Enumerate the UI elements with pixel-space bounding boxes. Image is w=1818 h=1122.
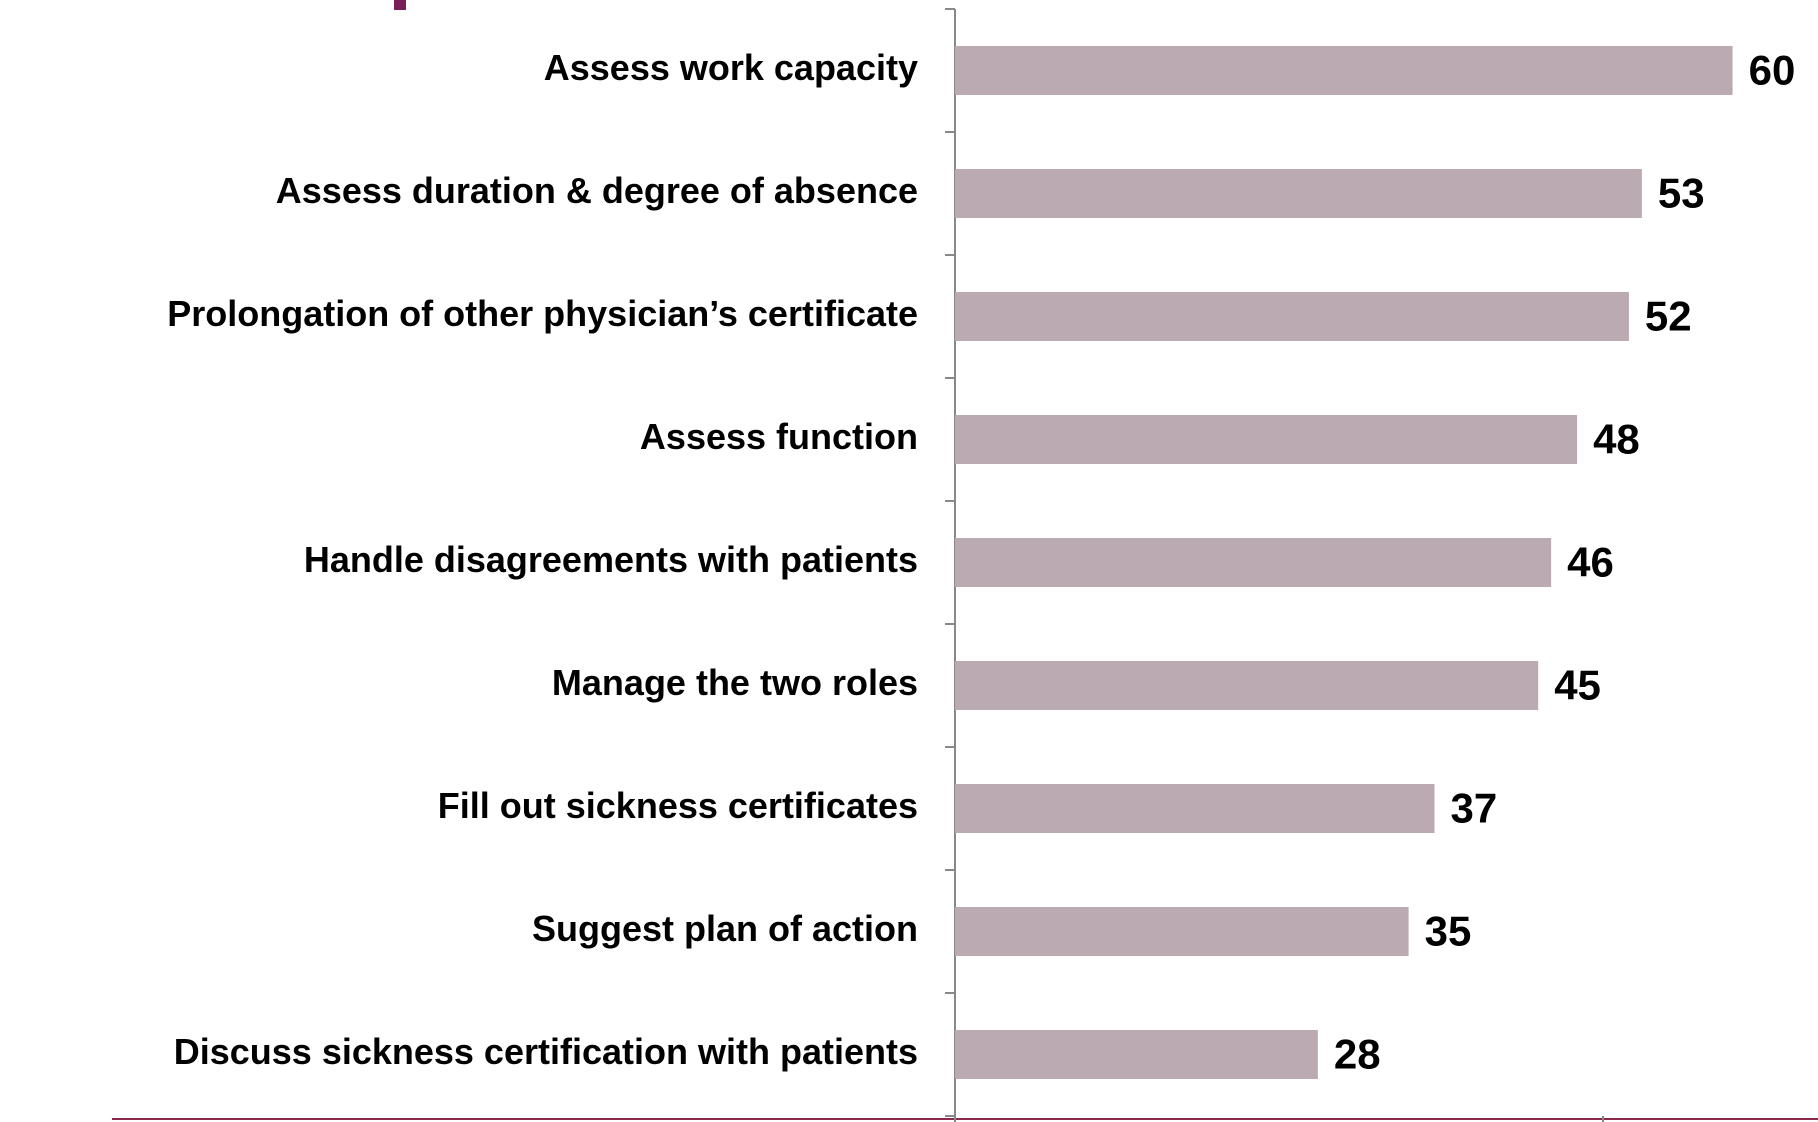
y-tick-label: Assess work capacity <box>544 47 918 88</box>
bar <box>955 538 1552 587</box>
y-tick-label: Suggest plan of action <box>532 908 918 949</box>
data-label: 60 <box>1749 47 1796 94</box>
data-label: 52 <box>1645 293 1692 340</box>
data-label: 48 <box>1593 416 1640 463</box>
y-tick-label: Manage the two roles <box>552 662 918 703</box>
bar <box>955 415 1578 464</box>
data-label: 45 <box>1554 662 1601 709</box>
bar <box>955 46 1733 95</box>
y-tick-label: Discuss sickness certification with pati… <box>174 1031 918 1072</box>
bar <box>955 169 1642 218</box>
data-label: 28 <box>1334 1031 1381 1078</box>
decoration <box>394 0 406 10</box>
data-label: 35 <box>1425 908 1472 955</box>
bar <box>955 292 1629 341</box>
bar <box>955 661 1539 710</box>
data-label: 53 <box>1658 170 1705 217</box>
bar <box>955 907 1409 956</box>
y-tick-label: Handle disagreements with patients <box>304 539 918 580</box>
bar <box>955 1030 1318 1079</box>
y-tick-label: Assess function <box>640 416 918 457</box>
y-tick-label: Fill out sickness certificates <box>438 785 918 826</box>
y-tick-label: Assess duration & degree of absence <box>276 170 918 211</box>
data-label: 37 <box>1451 785 1498 832</box>
y-tick-label: Prolongation of other physician’s certif… <box>167 293 918 334</box>
bar <box>955 784 1435 833</box>
data-label: 46 <box>1567 539 1614 586</box>
